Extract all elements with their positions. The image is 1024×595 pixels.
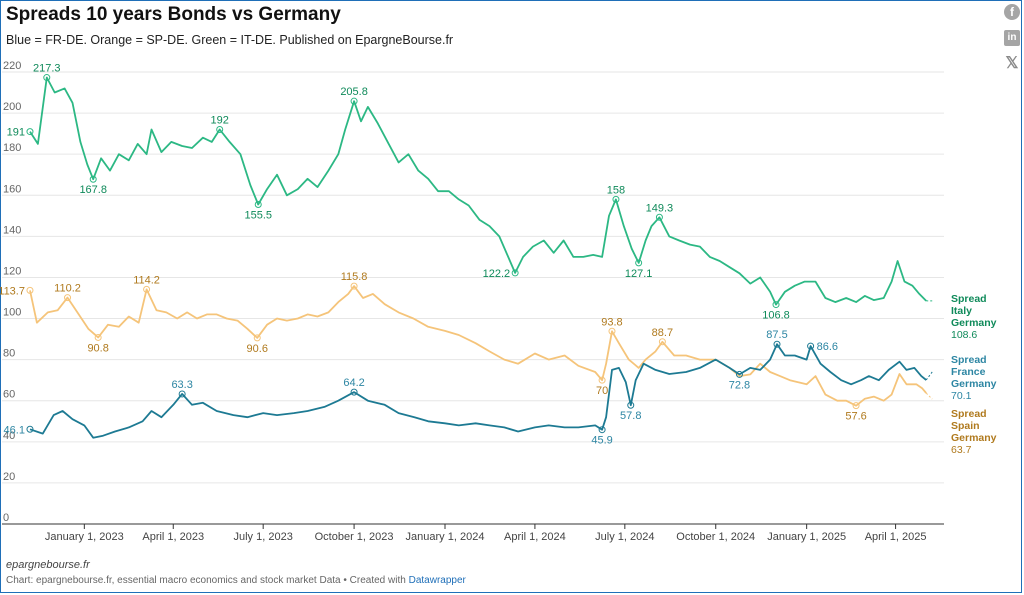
chart-title: Spreads 10 years Bonds vs Germany <box>6 4 341 25</box>
x-share-icon[interactable]: 𝕏 <box>1005 55 1019 72</box>
linkedin-share-icon[interactable]: in <box>1004 30 1020 46</box>
chart-subtitle: Blue = FR-DE. Orange = SP-DE. Green = IT… <box>6 33 454 47</box>
datawrapper-link[interactable]: Datawrapper <box>408 575 466 586</box>
byline: epargnebourse.fr <box>6 559 90 571</box>
facebook-share-icon[interactable]: f <box>1004 4 1020 20</box>
chart-footer: Chart: epargnebourse.fr, essential macro… <box>6 575 466 586</box>
footer-credit: Chart: epargnebourse.fr, essential macro… <box>6 575 406 586</box>
